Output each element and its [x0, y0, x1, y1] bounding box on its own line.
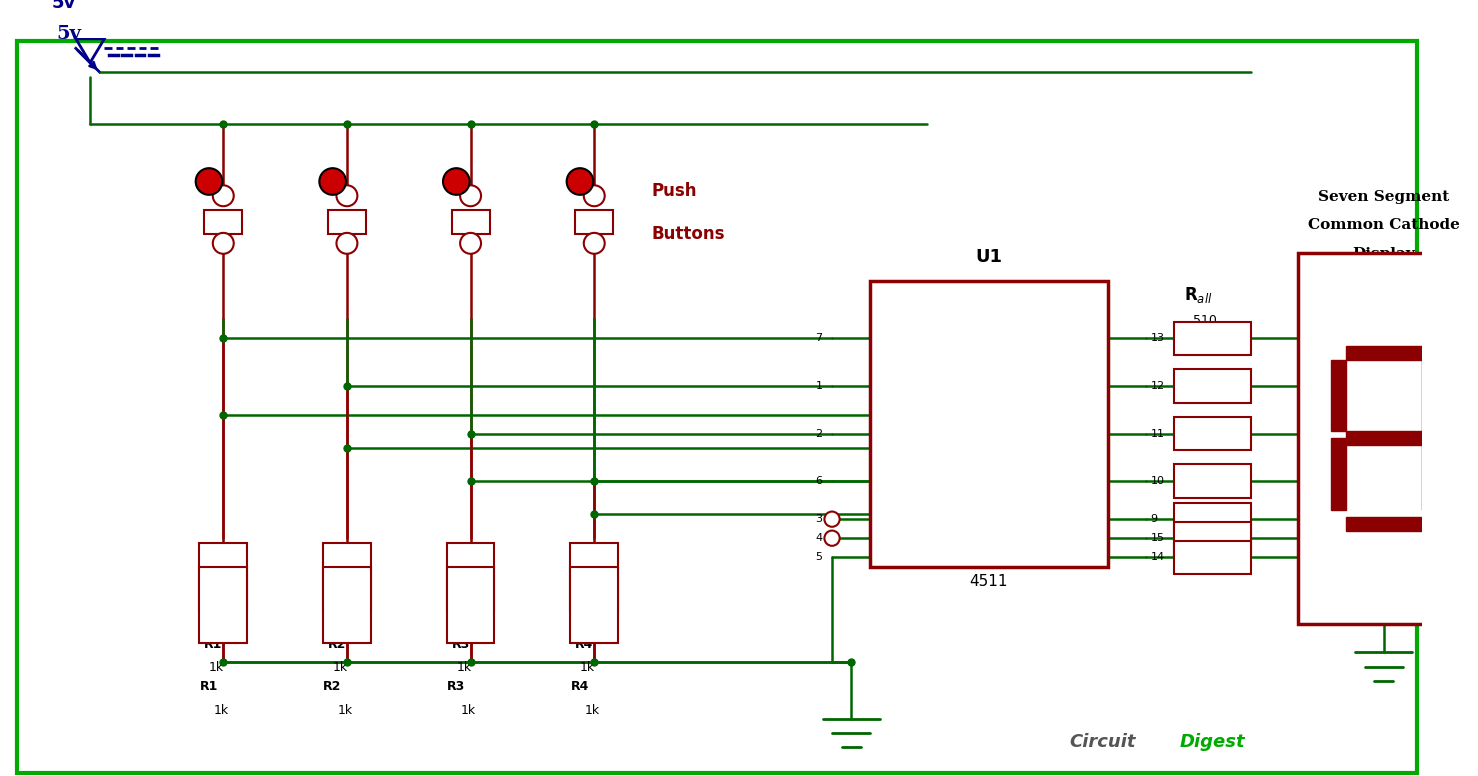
Text: 3: 3 — [816, 514, 823, 524]
Bar — [1175, 322, 1250, 355]
Text: R3: R3 — [452, 638, 470, 650]
Text: D: D — [879, 475, 888, 487]
Text: 2: 2 — [816, 428, 823, 438]
Text: R1: R1 — [204, 638, 223, 650]
Text: Seven Segment: Seven Segment — [1318, 189, 1450, 203]
Bar — [1345, 431, 1422, 445]
Circle shape — [195, 168, 222, 195]
Circle shape — [825, 531, 840, 546]
Bar — [328, 210, 367, 234]
Text: 1k: 1k — [337, 704, 353, 717]
Text: R1: R1 — [200, 681, 217, 694]
Text: QD: QD — [1080, 475, 1098, 487]
Circle shape — [584, 185, 605, 206]
Text: 11: 11 — [1151, 428, 1165, 438]
Bar — [1175, 521, 1250, 555]
Text: 1: 1 — [816, 381, 823, 391]
Circle shape — [319, 168, 346, 195]
Bar — [1175, 465, 1250, 497]
Bar — [1345, 345, 1422, 360]
Text: 1k: 1k — [214, 704, 229, 717]
Text: R4: R4 — [571, 681, 588, 694]
Bar — [1175, 417, 1250, 450]
Circle shape — [337, 185, 358, 206]
Text: 4: 4 — [816, 533, 823, 543]
Text: 510: 510 — [1194, 314, 1218, 327]
Text: 15: 15 — [1151, 533, 1165, 543]
Bar — [1175, 541, 1250, 574]
Bar — [871, 282, 1108, 566]
Text: 1k: 1k — [208, 661, 225, 674]
Text: QB: QB — [1080, 379, 1098, 393]
Text: 1k: 1k — [585, 704, 600, 717]
Text: QA: QA — [1080, 332, 1098, 345]
Bar — [1422, 438, 1437, 510]
Circle shape — [213, 233, 234, 254]
Text: Display: Display — [1352, 247, 1414, 261]
Bar — [1175, 369, 1250, 403]
Text: A: A — [879, 332, 888, 345]
Text: R2: R2 — [324, 681, 341, 694]
Circle shape — [460, 185, 480, 206]
Text: 5v: 5v — [56, 25, 81, 43]
Text: QE: QE — [1082, 513, 1098, 525]
Text: Circuit: Circuit — [1070, 733, 1137, 751]
Circle shape — [825, 511, 840, 527]
Text: B: B — [879, 379, 888, 393]
Text: 1k: 1k — [461, 704, 476, 717]
Text: 7: 7 — [816, 334, 823, 344]
Text: LT: LT — [879, 513, 891, 525]
Text: LE/STB: LE/STB — [879, 551, 921, 563]
Text: R$_{all}$: R$_{all}$ — [1184, 286, 1212, 306]
Text: C: C — [879, 427, 888, 440]
Circle shape — [443, 168, 470, 195]
Text: 13: 13 — [1151, 334, 1165, 344]
Text: 12: 12 — [1151, 381, 1165, 391]
Bar — [1345, 517, 1422, 531]
Text: QG: QG — [1080, 551, 1098, 563]
Text: U1: U1 — [975, 248, 1002, 266]
Text: QC: QC — [1080, 427, 1098, 440]
Bar — [575, 210, 613, 234]
Circle shape — [566, 168, 593, 195]
Bar — [452, 210, 489, 234]
Bar — [1332, 360, 1345, 431]
Bar — [446, 566, 494, 643]
Circle shape — [337, 233, 358, 254]
Text: 14: 14 — [1151, 553, 1165, 563]
Bar — [324, 543, 371, 609]
Text: R3: R3 — [446, 681, 466, 694]
Bar — [200, 566, 247, 643]
Bar — [1298, 253, 1469, 624]
Bar — [1422, 360, 1437, 431]
Text: 5: 5 — [816, 553, 823, 563]
Circle shape — [584, 233, 605, 254]
Bar — [324, 566, 371, 643]
Circle shape — [460, 233, 480, 254]
Bar — [446, 543, 494, 609]
Text: R4: R4 — [575, 638, 594, 650]
Circle shape — [213, 185, 234, 206]
Text: BI: BI — [879, 532, 891, 545]
Text: 4511: 4511 — [970, 573, 1008, 589]
Bar — [200, 543, 247, 609]
Text: Push: Push — [652, 182, 696, 199]
Text: 9: 9 — [1151, 514, 1157, 524]
Text: Common Cathode: Common Cathode — [1308, 218, 1460, 232]
Bar — [204, 210, 242, 234]
Text: R2: R2 — [328, 638, 346, 650]
Bar — [1332, 438, 1345, 510]
Text: 1k: 1k — [457, 661, 471, 674]
Text: Digest: Digest — [1179, 733, 1244, 751]
Text: 5v: 5v — [52, 0, 77, 12]
Text: QF: QF — [1082, 532, 1098, 545]
Text: 1k: 1k — [333, 661, 347, 674]
Text: 1k: 1k — [579, 661, 596, 674]
Bar — [571, 566, 618, 643]
Text: Buttons: Buttons — [652, 224, 724, 243]
Bar — [1175, 503, 1250, 535]
Text: 6: 6 — [816, 476, 823, 486]
Text: 10: 10 — [1151, 476, 1165, 486]
Bar — [571, 543, 618, 609]
